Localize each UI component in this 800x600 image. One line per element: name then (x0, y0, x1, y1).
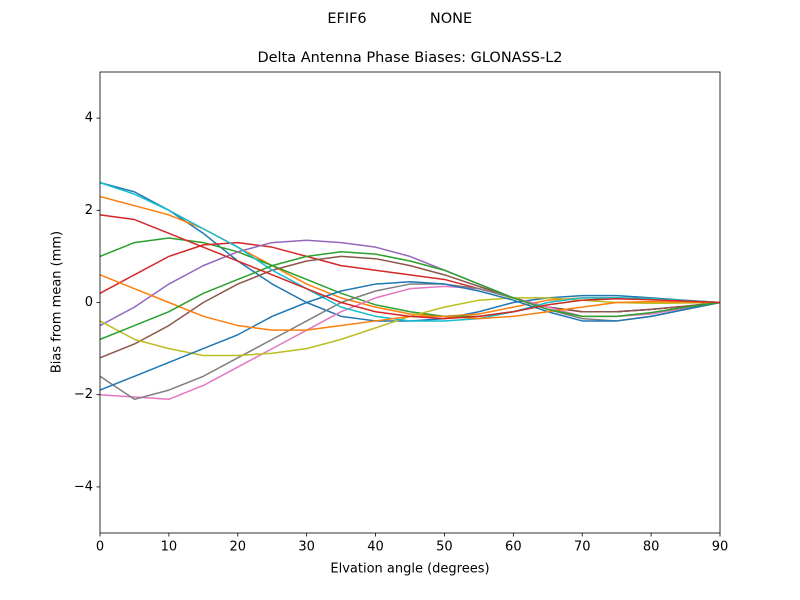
x-tick-label: 70 (574, 540, 591, 555)
series-line (99, 214, 721, 320)
series-line (99, 255, 721, 359)
chart-title: Delta Antenna Phase Biases: GLONASS-L2 (257, 50, 562, 66)
x-tick-label: 30 (298, 540, 315, 555)
suptitle-left: EFIF6 (327, 11, 366, 27)
y-tick-label: −4 (74, 479, 93, 494)
x-tick-label: 80 (643, 540, 660, 555)
y-axis-label: Bias from mean (mm) (50, 231, 65, 373)
series-line (99, 281, 721, 391)
series-line (99, 181, 721, 322)
x-tick-label: 90 (712, 540, 729, 555)
y-tick-label: 4 (85, 111, 93, 126)
series-line (99, 251, 721, 341)
y-tick-label: 2 (85, 203, 93, 218)
x-tick-label: 10 (161, 540, 178, 555)
x-tick-label: 60 (505, 540, 522, 555)
x-tick-label: 20 (230, 540, 247, 555)
x-tick-label: 0 (96, 540, 104, 555)
x-tick-label: 50 (436, 540, 453, 555)
x-tick-label: 40 (367, 540, 384, 555)
y-tick-label: −2 (74, 387, 93, 402)
y-tick-label: 0 (85, 295, 93, 310)
x-axis-label: Elvation angle (degrees) (330, 562, 489, 577)
suptitle-right: NONE (430, 11, 472, 27)
